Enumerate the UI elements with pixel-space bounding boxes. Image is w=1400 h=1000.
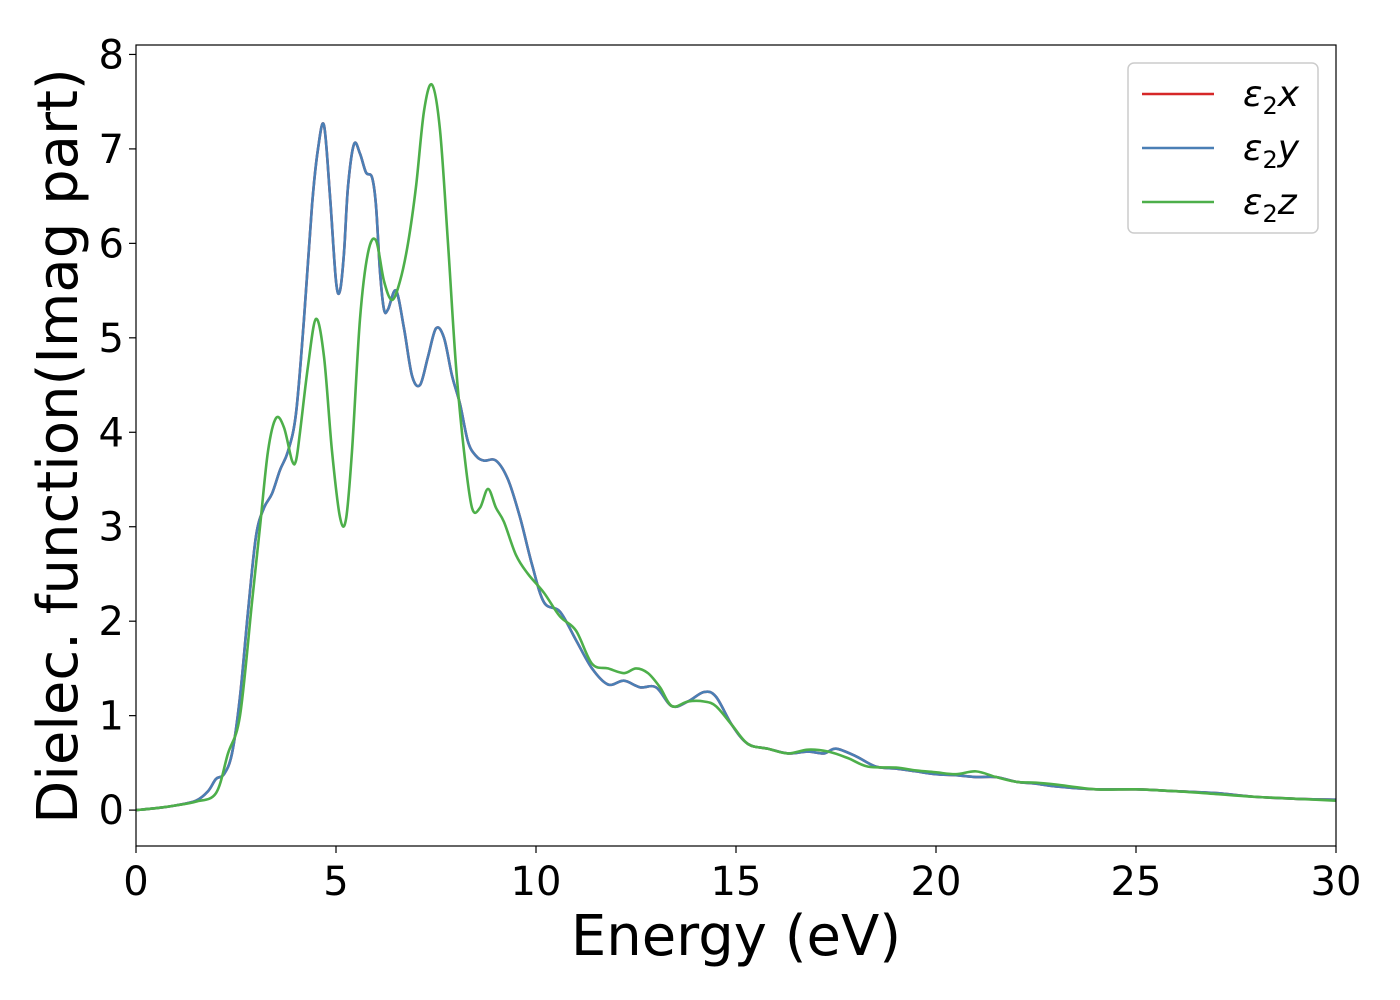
legend-entry-e2x: ε2x	[1142, 74, 1300, 120]
x-tick-label: 15	[711, 859, 762, 905]
x-tick-label: 0	[123, 859, 148, 905]
x-axis-ticks: 0 5 10 15 20 25 30	[123, 846, 1361, 905]
y-tick-label: 6	[99, 221, 124, 267]
y-tick-label: 1	[99, 694, 124, 740]
legend-label: ε2x	[1243, 74, 1300, 120]
x-tick-label: 25	[1111, 859, 1162, 905]
y-tick-label: 3	[99, 505, 124, 551]
x-tick-label: 20	[911, 859, 962, 905]
legend-entries: ε2x ε2y ε2z	[1142, 74, 1300, 228]
series-e2z-line	[135, 82, 1337, 812]
y-tick-label: 7	[99, 127, 124, 173]
x-tick-label: 5	[323, 859, 348, 905]
y-tick-label: 8	[99, 32, 124, 78]
x-tick-label: 10	[511, 859, 562, 905]
x-tick-label: 30	[1311, 859, 1362, 905]
legend-label: ε2y	[1243, 128, 1300, 174]
y-tick-label: 2	[99, 599, 124, 645]
legend-entry-e2z: ε2z	[1142, 182, 1298, 228]
y-axis-label: Dielec. function(Imag part)	[26, 68, 91, 824]
legend: ε2x ε2y ε2z	[1127, 62, 1319, 234]
y-tick-label: 0	[99, 788, 124, 834]
y-tick-label: 5	[99, 316, 124, 362]
series-layer	[135, 82, 1337, 812]
y-tick-label: 4	[99, 410, 124, 456]
x-axis-label: Energy (eV)	[571, 904, 901, 969]
y-axis-ticks: 0 1 2 3 4 5 6 7 8	[99, 32, 136, 834]
legend-label: ε2z	[1243, 182, 1298, 228]
legend-entry-e2y: ε2y	[1142, 128, 1300, 174]
legend-box	[1127, 62, 1319, 234]
